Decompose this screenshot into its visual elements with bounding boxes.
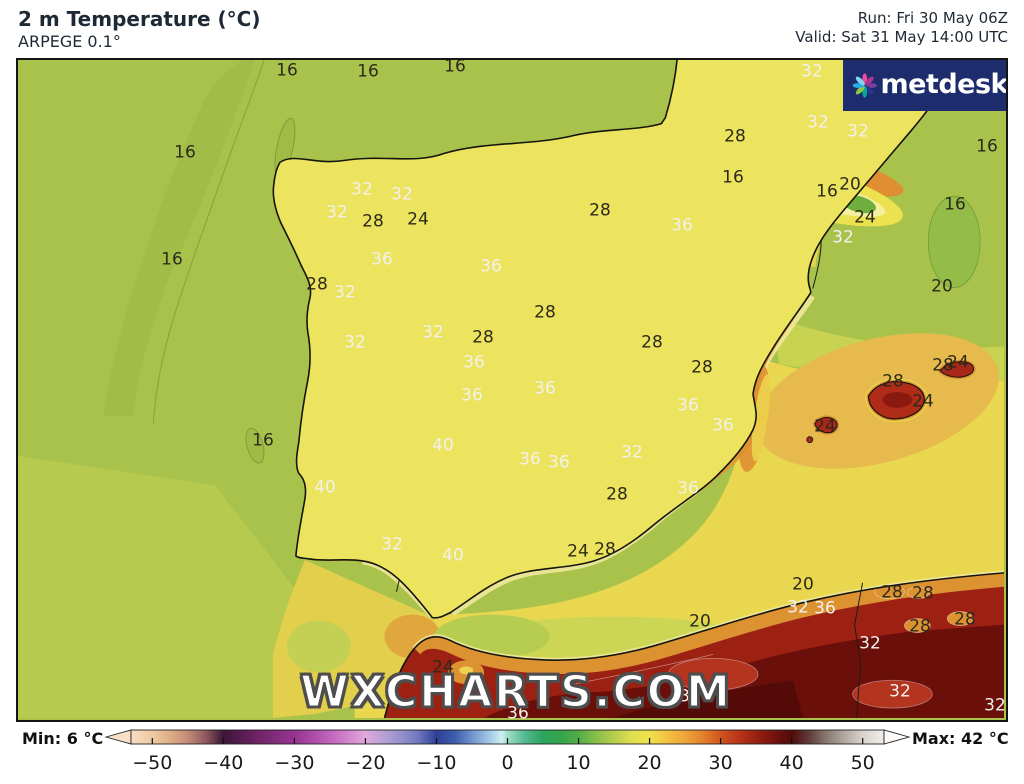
- contour-label: 28: [362, 211, 384, 232]
- contour-label: 36: [480, 256, 502, 277]
- contour-label: 24: [407, 209, 429, 230]
- colorbar-tick-label: −30: [274, 752, 314, 774]
- contour-label: 36: [519, 449, 541, 470]
- contour-label: 32: [859, 633, 881, 654]
- contour-label: 32: [984, 695, 1006, 716]
- colorbar-tick-label: 0: [501, 752, 513, 774]
- contour-label: 28: [909, 616, 931, 637]
- max-temperature-label: Max: 42 °C: [912, 729, 1009, 748]
- metdesk-logo-text: metdesk: [880, 69, 1008, 100]
- contour-label: 20: [689, 611, 711, 632]
- contour-label: 24: [432, 657, 454, 678]
- colorbar-tick-label: −20: [345, 752, 385, 774]
- contour-label: 28: [472, 327, 494, 348]
- contour-label: 40: [432, 435, 454, 456]
- colorbar-tick-label: 40: [780, 752, 804, 774]
- contour-label: 40: [442, 545, 464, 566]
- contour-label: 32: [326, 202, 348, 223]
- colorbar-arrow-left: [104, 729, 132, 745]
- contour-label: 36: [534, 378, 556, 399]
- contour-label: 32: [391, 184, 413, 205]
- contour-label: 16: [276, 60, 298, 81]
- contour-label: 32: [679, 686, 701, 707]
- contour-label: 28: [589, 200, 611, 221]
- contour-label: 16: [944, 194, 966, 215]
- colorbar: −50 −40 −30 −20 −10 0 10 20 30 40 50: [104, 729, 911, 774]
- contour-label: 20: [931, 276, 953, 297]
- contour-label: 28: [954, 609, 976, 630]
- contour-label: 36: [712, 415, 734, 436]
- contour-label: 16: [161, 249, 183, 270]
- contour-label: 32: [381, 534, 403, 555]
- contour-label: 20: [792, 574, 814, 595]
- contour-label: 36: [814, 598, 836, 619]
- contour-label: 28: [534, 302, 556, 323]
- map-terrain-graphic: [16, 58, 1004, 718]
- colorbar-tick-label: 10: [566, 752, 590, 774]
- contour-label: 16: [722, 167, 744, 188]
- contour-label: 28: [882, 371, 904, 392]
- contour-label: 24: [854, 207, 876, 228]
- contour-label: 32: [847, 121, 869, 142]
- temperature-map: WXCHARTS.COM metdesk 16 16 16 16 16 16 16 16 16 1…: [16, 58, 1008, 722]
- contour-label: 36: [461, 385, 483, 406]
- contour-label: 32: [621, 442, 643, 463]
- contour-label: 28: [881, 582, 903, 603]
- contour-label: 40: [314, 477, 336, 498]
- contour-label: 28: [641, 332, 663, 353]
- contour-label: 16: [444, 58, 466, 77]
- contour-label: 36: [463, 352, 485, 373]
- contour-label: 28: [912, 583, 934, 604]
- contour-label: 20: [839, 174, 861, 195]
- page-title: 2 m Temperature (°C): [18, 7, 261, 31]
- contour-label: 24: [947, 352, 969, 373]
- contour-label: 16: [252, 430, 274, 451]
- watermark: WXCHARTS.COM: [299, 666, 732, 719]
- contour-label: 28: [594, 539, 616, 560]
- run-time-label: Run: Fri 30 May 06Z: [857, 9, 1008, 27]
- colorbar-ticks: −50 −40 −30 −20 −10 0 10 20 30 40 50: [132, 738, 875, 774]
- colorbar-tick-label: −40: [203, 752, 243, 774]
- min-temperature-label: Min: 6 °C: [22, 729, 104, 748]
- contour-label: 36: [548, 452, 570, 473]
- contour-label: 16: [357, 61, 379, 82]
- contour-label: 28: [691, 357, 713, 378]
- contour-label: 32: [807, 112, 829, 133]
- contour-label: 36: [677, 395, 699, 416]
- colorbar-arrow-right: [883, 729, 911, 745]
- contour-label: 24: [814, 416, 836, 437]
- contour-label: 32: [334, 282, 356, 303]
- contour-label: 28: [724, 126, 746, 147]
- contour-label: 16: [174, 142, 196, 163]
- contour-label: 28: [606, 484, 628, 505]
- colorbar-tick-label: 30: [709, 752, 733, 774]
- colorbar-tick-label: −50: [132, 752, 172, 774]
- colorbar-tick-label: 50: [851, 752, 875, 774]
- contour-label: 36: [671, 215, 693, 236]
- contour-label: 36: [507, 703, 529, 722]
- contour-label: 32: [832, 227, 854, 248]
- metdesk-logo: metdesk: [843, 58, 1008, 111]
- contour-label: 36: [677, 478, 699, 499]
- contour-label: 32: [787, 597, 809, 618]
- metdesk-flower-icon: [852, 72, 877, 98]
- colorbar-tick-label: −10: [416, 752, 456, 774]
- contour-label: 16: [816, 181, 838, 202]
- contour-label: 24: [912, 391, 934, 412]
- contour-label: 28: [932, 355, 954, 376]
- contour-label: 32: [344, 332, 366, 353]
- contour-label: 36: [371, 249, 393, 270]
- contour-label: 32: [351, 179, 373, 200]
- valid-time-label: Valid: Sat 31 May 14:00 UTC: [795, 28, 1008, 46]
- contour-label: 32: [801, 61, 823, 82]
- contour-label: 32: [889, 681, 911, 702]
- contour-label: 32: [422, 322, 444, 343]
- colorbar-tick-label: 20: [637, 752, 661, 774]
- contour-label: 28: [306, 274, 328, 295]
- contour-label: 24: [567, 541, 589, 562]
- model-subtitle: ARPEGE 0.1°: [18, 32, 121, 51]
- contour-label: 16: [976, 136, 998, 157]
